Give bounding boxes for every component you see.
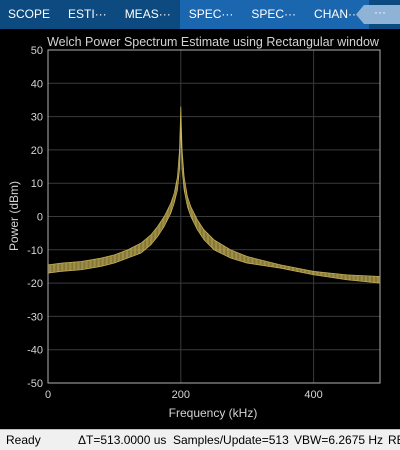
x-tick-label: 0	[45, 389, 51, 401]
status-bar: Ready ΔT=513.0000 us Samples/Update=513 …	[0, 429, 400, 450]
y-tick-label: 40	[31, 78, 43, 90]
tab-scope[interactable]: SCOPE	[8, 7, 51, 21]
y-tick-label: -30	[27, 311, 43, 323]
status-vbw: VBW=6.2675 Hz	[294, 433, 384, 447]
tab-bar: SCOPE ESTI··· MEAS··· SPEC··· SPEC··· CH…	[0, 0, 400, 29]
tab-spectrum-1[interactable]: SPEC···	[179, 0, 243, 29]
tab-measurements[interactable]: MEAS···	[124, 7, 171, 21]
y-tick-label: -10	[27, 245, 43, 257]
y-tick-label: 0	[37, 212, 43, 224]
status-samples: Samples/Update=513	[173, 433, 289, 447]
more-options-label: ···	[374, 5, 386, 19]
spectrum-chart[interactable]: Welch Power Spectrum Estimate using Rect…	[0, 29, 400, 429]
y-axis-label: Power (dBm)	[7, 181, 21, 251]
y-tick-label: 20	[31, 145, 43, 157]
tab-spectrum-2[interactable]: SPEC···	[242, 0, 306, 29]
status-state: Ready	[6, 433, 41, 447]
chart-title: Welch Power Spectrum Estimate using Rect…	[47, 35, 380, 49]
y-tick-label: 30	[31, 112, 43, 124]
more-options-button[interactable]: ···	[350, 0, 400, 29]
y-tick-label: -20	[27, 278, 43, 290]
axes-box	[47, 49, 381, 384]
status-trailing: RE	[388, 433, 400, 447]
status-delta-t: ΔT=513.0000 us	[78, 433, 167, 447]
y-tick-label: 50	[31, 45, 43, 57]
x-tick-label: 400	[304, 389, 322, 401]
x-tick-label: 200	[172, 389, 190, 401]
y-tick-label: -50	[27, 378, 43, 390]
x-axis-label: Frequency (kHz)	[169, 406, 258, 420]
y-tick-label: 10	[31, 178, 43, 190]
tab-estimation[interactable]: ESTI···	[68, 7, 107, 21]
spectrum-trace	[47, 106, 381, 284]
spectrum-plot[interactable]: Welch Power Spectrum Estimate using Rect…	[0, 29, 400, 429]
more-options-icon: ···	[356, 5, 400, 24]
y-tick-label: -40	[27, 345, 43, 357]
